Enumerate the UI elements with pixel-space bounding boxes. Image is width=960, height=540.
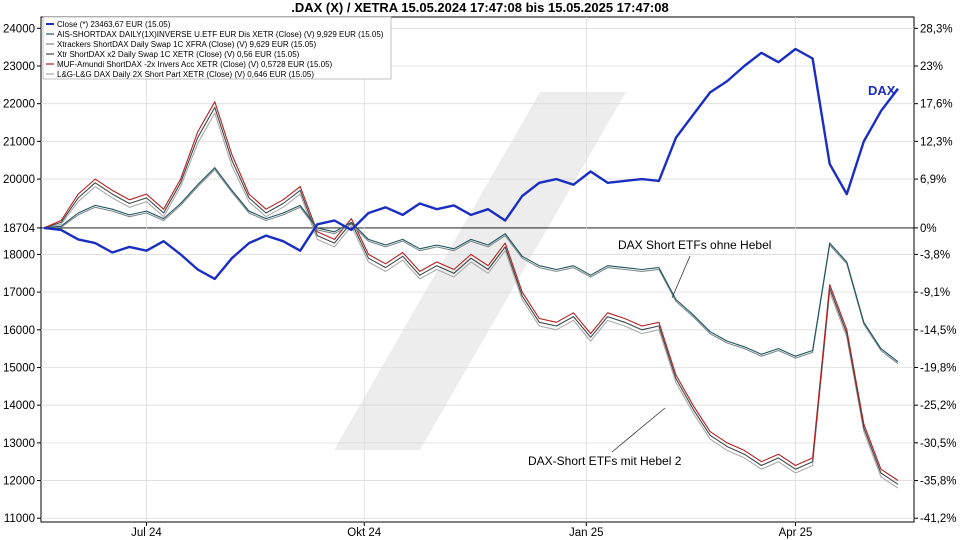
x-tick-label: Apr 25 — [779, 527, 813, 539]
x-tick-label: Okt 24 — [347, 527, 381, 539]
y-right-tick-label: 17,6% — [920, 99, 953, 111]
y-right-tick-label: -9,1% — [920, 287, 950, 299]
series-line-short-etf — [43, 167, 899, 363]
y-tick-label: 21000 — [3, 136, 35, 148]
y-tick-label: 14000 — [3, 400, 35, 412]
y-right-tick-label: -35,8% — [920, 476, 956, 488]
y-axis-right: 28,3% 23% 17,6% 12,3% 6,9% 0% -3,8% -9,1% -14,5%… — [914, 23, 956, 525]
series-line-short-etf — [43, 112, 899, 489]
legend-entry: Close (*) 23463,67 EUR (15.05) — [57, 20, 171, 29]
annotation-short-leverage: DAX-Short ETFs mit Hebel 2 — [528, 454, 682, 468]
y-tick-label: 17000 — [3, 287, 35, 299]
legend-entry: MUF-Amundi ShortDAX -2x Invers Acc XETR … — [57, 60, 333, 69]
watermark-logo — [334, 92, 626, 450]
y-tick-label: 12000 — [3, 476, 35, 488]
y-tick-label: 22000 — [3, 99, 35, 111]
y-tick-label: 24000 — [3, 23, 35, 35]
legend: Close (*) 23463,67 EUR (15.05)AIS-SHORTD… — [42, 16, 392, 80]
y-tick-label: 15000 — [3, 362, 35, 374]
y-right-tick-label: -14,5% — [920, 325, 956, 337]
y-right-tick-label: 28,3% — [920, 23, 953, 35]
annotation-short-no-leverage: DAX Short ETFs ohne Hebel — [618, 238, 771, 252]
series-layer — [43, 47, 899, 489]
y-tick-label: 23000 — [3, 61, 35, 73]
legend-entry: AIS-SHORTDAX DAILY(1X)INVERSE U.ETF EUR … — [57, 30, 384, 39]
y-right-tick-label: 0% — [920, 223, 937, 235]
y-tick-label: 13000 — [3, 438, 35, 450]
y-right-tick-label: 12,3% — [920, 136, 953, 148]
chart-title: .DAX (X) / XETRA 15.05.2024 17:47:08 bis… — [291, 0, 668, 15]
x-tick-label: Jul 24 — [131, 527, 162, 539]
y-right-tick-label: 23% — [920, 61, 943, 73]
series-line-short-etf — [43, 169, 899, 365]
y-right-tick-label: -19,8% — [920, 362, 956, 374]
y-right-tick-label: -30,5% — [920, 438, 956, 450]
legend-box — [42, 16, 392, 80]
series-line-dax — [43, 47, 899, 281]
y-right-tick-label: -25,2% — [920, 400, 956, 412]
y-tick-label: 18704 — [3, 223, 36, 235]
legend-entry: Xtrackers ShortDAX Daily Swap 1C XFRA (C… — [57, 40, 317, 49]
y-right-tick-label: -41,2% — [920, 513, 956, 525]
plot-area — [40, 16, 915, 523]
series-line-short-etf — [43, 106, 899, 485]
grid — [41, 17, 914, 522]
y-tick-label: 18000 — [3, 249, 35, 261]
y-tick-label: 20000 — [3, 174, 35, 186]
annotation-arrow-leverage — [611, 407, 666, 453]
annotation-dax: DAX — [868, 83, 896, 98]
annotation-arrow-no-leverage — [671, 255, 691, 299]
y-right-tick-label: 6,9% — [920, 174, 946, 186]
legend-entry: L&G-L&G DAX Daily 2X Short Part XETR (Cl… — [57, 70, 314, 79]
y-tick-label: 16000 — [3, 325, 35, 337]
y-axis-left: 24000 23000 22000 21000 20000 18704 18000 17000… — [3, 23, 41, 525]
series-line-short-etf — [43, 101, 899, 481]
legend-entry: Xtr ShortDAX x2 Daily Swap 1C XETR (Clos… — [57, 50, 300, 59]
x-axis: Jul 24 Okt 24 Jan 25 Apr 25 — [131, 522, 812, 539]
y-right-tick-label: -3,8% — [920, 249, 950, 261]
x-tick-label: Jan 25 — [569, 527, 604, 539]
y-tick-label: 11000 — [4, 513, 35, 525]
